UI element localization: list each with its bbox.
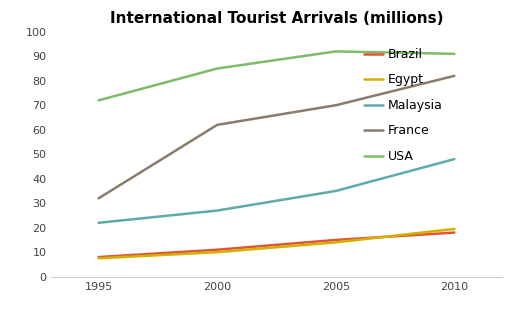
USA bbox=[214, 66, 220, 70]
Line: France: France bbox=[99, 76, 454, 198]
USA bbox=[96, 99, 102, 102]
Egypt bbox=[333, 240, 339, 244]
Malaysia bbox=[214, 209, 220, 212]
Malaysia bbox=[451, 157, 457, 161]
Title: International Tourist Arrivals (millions): International Tourist Arrivals (millions… bbox=[110, 11, 443, 26]
Brazil bbox=[451, 231, 457, 234]
Line: Malaysia: Malaysia bbox=[99, 159, 454, 223]
Line: USA: USA bbox=[99, 52, 454, 100]
Line: Brazil: Brazil bbox=[99, 232, 454, 257]
Brazil bbox=[214, 248, 220, 252]
USA bbox=[333, 50, 339, 53]
Brazil bbox=[333, 238, 339, 242]
Egypt bbox=[451, 227, 457, 231]
France bbox=[214, 123, 220, 127]
Line: Egypt: Egypt bbox=[99, 229, 454, 258]
France bbox=[451, 74, 457, 78]
Legend: Brazil, Egypt, Malaysia, France, USA: Brazil, Egypt, Malaysia, France, USA bbox=[359, 43, 448, 168]
Egypt bbox=[214, 250, 220, 254]
USA bbox=[451, 52, 457, 56]
Malaysia bbox=[96, 221, 102, 225]
Egypt bbox=[96, 256, 102, 260]
Brazil bbox=[96, 255, 102, 259]
France bbox=[333, 103, 339, 107]
Malaysia bbox=[333, 189, 339, 193]
France bbox=[96, 197, 102, 200]
